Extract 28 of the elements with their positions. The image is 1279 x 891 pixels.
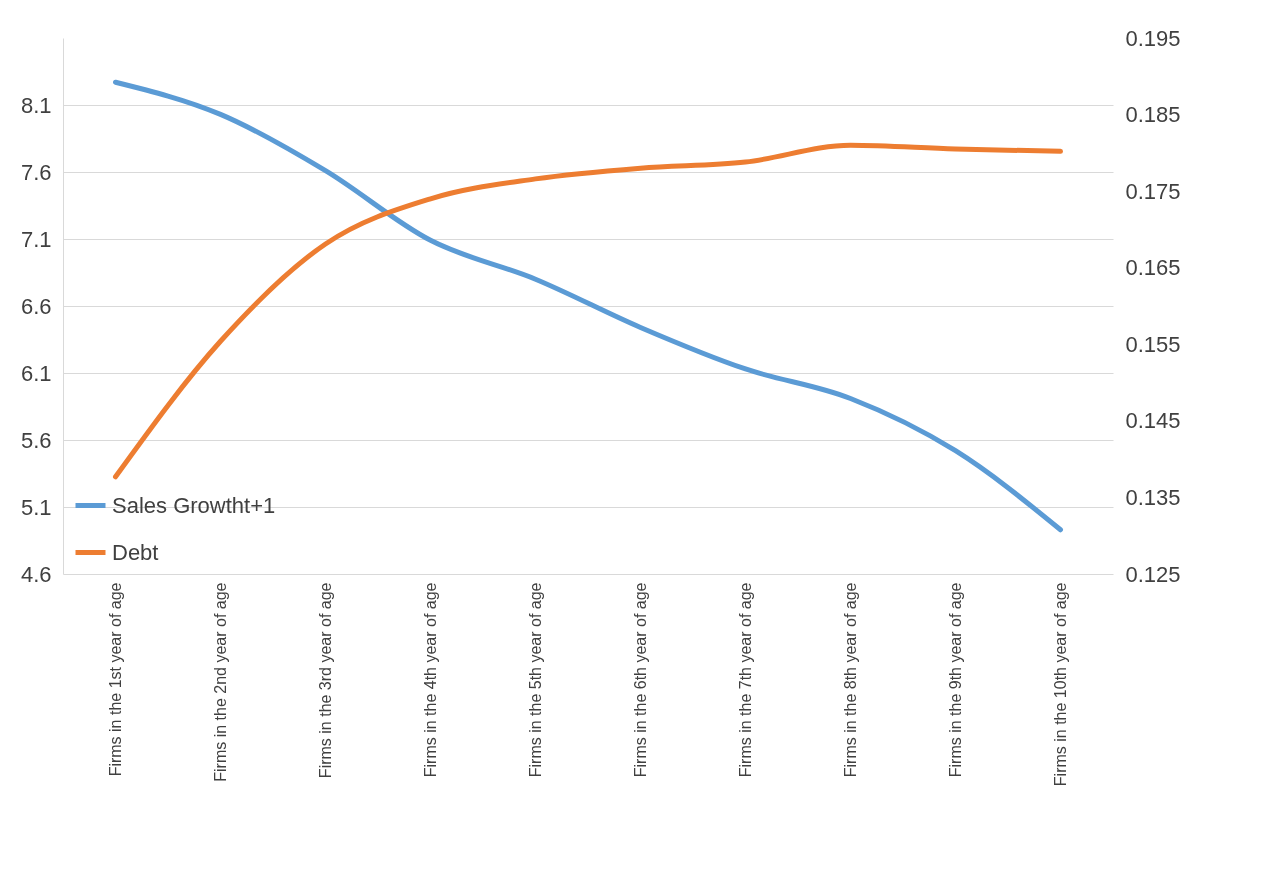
y-tick-label: 8.1 [20,92,52,118]
x-tick-label: Firms in the 2nd year of age [212,582,229,782]
y2-tick-label: 0.175 [1125,178,1181,204]
legend-label: Debt [112,539,159,565]
x-tick-label: Firms in the 10th year of age [1052,582,1069,787]
y-tick-label: 7.1 [20,226,52,252]
y2-tick-label: 0.165 [1125,255,1181,281]
x-tick-label: Firms in the 3rd year of age [317,582,334,779]
y-tick-label: 4.6 [20,561,52,587]
y-tick-label: 5.6 [20,427,52,453]
y2-tick-label: 0.185 [1125,102,1181,128]
x-tick-label: Firms in the 7th year of age [737,582,754,778]
x-tick-label: Firms in the 4th year of age [422,582,439,778]
x-tick-label: Firms in the 6th year of age [632,582,649,778]
y-tick-label: 6.1 [20,360,52,386]
legend-label: Sales Growtht+1 [112,492,276,518]
x-tick-label: Firms in the 5th year of age [527,582,544,778]
y2-tick-label: 0.125 [1125,561,1181,587]
y2-tick-label: 0.145 [1125,408,1181,434]
y-tick-label: 5.1 [20,494,52,520]
x-tick-label: Firms in the 1st year of age [107,582,124,777]
y-tick-label: 7.6 [20,159,52,185]
y2-tick-label: 0.155 [1125,331,1181,357]
y2-tick-label: 0.135 [1125,484,1181,510]
x-tick-label: Firms in the 8th year of age [842,582,859,778]
y-tick-label: 6.6 [20,293,52,319]
x-tick-label: Firms in the 9th year of age [947,582,964,778]
y2-tick-label: 0.195 [1125,25,1181,51]
